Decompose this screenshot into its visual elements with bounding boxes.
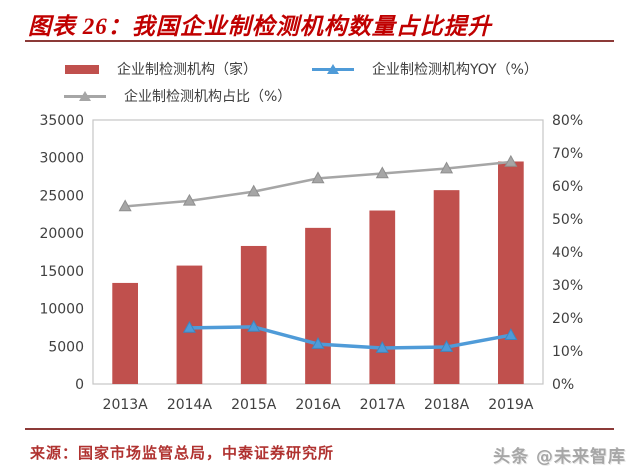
right-axis-tick: 20%: [552, 311, 583, 327]
right-axis-tick: 0%: [552, 377, 574, 393]
right-axis-tick: 40%: [552, 245, 583, 261]
ratio-line-marker: [247, 184, 261, 197]
ratio-line-marker: [311, 171, 325, 184]
x-axis-labels: 2013A 2014A 2015A 2016A 2017A 2018A 2019A: [103, 397, 534, 413]
right-axis-tick: 80%: [552, 113, 583, 129]
ratio-line-marker: [504, 154, 518, 167]
yoy-line-marker: [440, 340, 454, 352]
legend-label: 企业制检测机构YOY（%）: [372, 62, 538, 78]
yoy-line-marker: [311, 337, 325, 349]
ratio-line-marker: [440, 161, 454, 174]
left-axis-tick: 15000: [39, 264, 84, 280]
left-axis-tick: 25000: [39, 188, 84, 204]
legend-item-yoy: 企业制检测机构YOY（%）: [312, 60, 538, 78]
legend-label: 企业制检测机构（家）: [117, 62, 257, 78]
left-axis-tick: 10000: [39, 302, 84, 318]
yoy-line: [182, 319, 518, 353]
x-axis-label: 2014A: [167, 397, 213, 413]
right-axis-tick: 60%: [552, 179, 583, 195]
yoy-line-marker: [504, 328, 518, 340]
x-axis-label: 2015A: [231, 397, 277, 413]
left-axis-tick: 35000: [39, 113, 84, 129]
bars: [112, 161, 524, 384]
yoy-line-marker: [375, 340, 389, 353]
combo-chart: 0 5000 10000 15000 20000 25000 30000 35000 0% 10%…: [39, 113, 583, 413]
ratio-line-marker: [182, 193, 196, 206]
right-axis-tick: 50%: [552, 212, 583, 228]
left-axis-ticks: 0 5000 10000 15000 20000 25000 30000 35000: [39, 113, 84, 393]
yoy-line-marker: [182, 320, 196, 333]
legend-item-ratio: 企业制检测机构占比（%）: [64, 87, 291, 105]
left-axis-tick: 0: [75, 377, 84, 393]
line-triangle-swatch-icon: [64, 89, 106, 103]
bar-swatch-icon: [65, 64, 99, 74]
bar-2019A: [498, 161, 524, 384]
watermark-toutiao: 头条 @未来智库: [493, 447, 626, 467]
left-axis-tick: 30000: [39, 151, 84, 167]
bar-2017A: [369, 210, 396, 384]
footer-divider: [25, 428, 614, 430]
bar-2018A: [433, 190, 460, 384]
legend-item-institutions: 企业制检测机构（家）: [65, 60, 257, 78]
right-axis-tick: 70%: [552, 146, 583, 162]
right-axis-ticks: 0% 10% 20% 30% 40% 50% 60% 70% 80%: [552, 113, 583, 393]
x-axis-label: 2019A: [488, 397, 534, 413]
line-triangle-swatch-icon: [312, 62, 354, 76]
ratio-line: [118, 154, 518, 212]
bar-2015A: [240, 245, 267, 384]
bar-2013A: [112, 282, 138, 384]
left-axis-tick: 20000: [39, 226, 84, 242]
ratio-line-marker: [118, 199, 132, 212]
yoy-line-path: [187, 325, 513, 350]
source-note: 来源：国家市场监管总局，中泰证券研究所: [30, 444, 335, 462]
ratio-line-marker: [375, 166, 389, 179]
x-axis-label: 2017A: [360, 397, 406, 413]
bar-2016A: [305, 227, 331, 384]
x-axis-label: 2013A: [103, 397, 149, 413]
legend-label: 企业制检测机构占比（%）: [124, 89, 292, 105]
yoy-line-marker: [247, 319, 261, 332]
chart-title: 图表 26：我国企业制检测机构数量占比提升: [28, 14, 492, 39]
right-axis-tick: 10%: [552, 344, 583, 360]
x-axis-label: 2018A: [424, 397, 470, 413]
right-axis-tick: 30%: [552, 278, 583, 294]
x-axis-label: 2016A: [295, 397, 341, 413]
title-underline: [25, 40, 614, 42]
left-axis-tick: 5000: [48, 339, 84, 355]
